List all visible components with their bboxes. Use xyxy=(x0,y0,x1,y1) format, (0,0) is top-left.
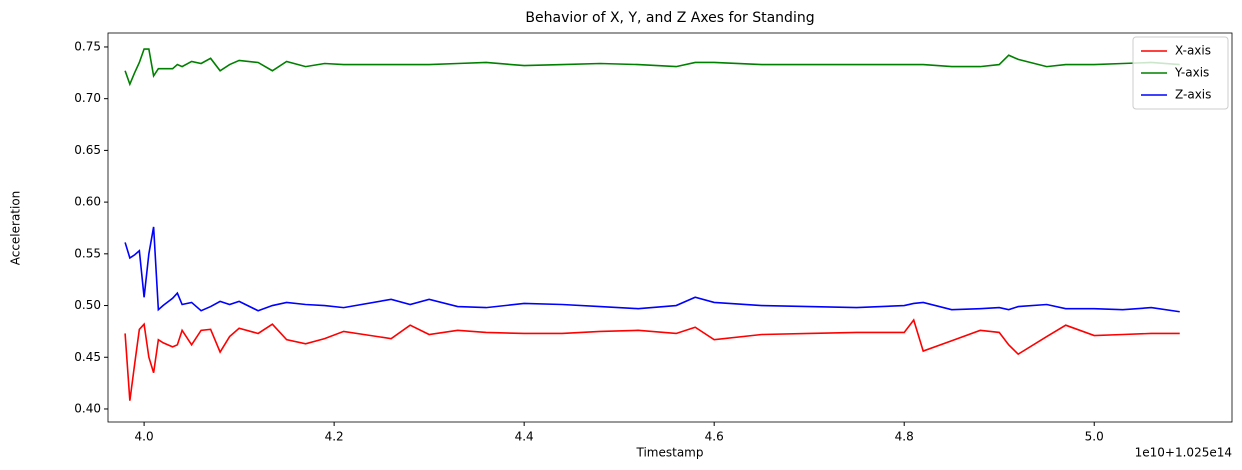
line-series xyxy=(124,318,1180,401)
legend-label: X-axis xyxy=(1175,44,1211,58)
x-axis-label: Timestamp xyxy=(636,446,704,460)
x-tick-label: 4.4 xyxy=(515,430,534,444)
y-tick-label: 0.50 xyxy=(74,298,101,312)
x-tick-label: 5.0 xyxy=(1085,430,1104,444)
x-tick-label: 4.0 xyxy=(135,430,154,444)
line-series xyxy=(124,226,1180,313)
x-tick-label: 4.2 xyxy=(325,430,344,444)
y-tick-label: 0.70 xyxy=(74,91,101,105)
y-tick-label: 0.60 xyxy=(74,195,101,209)
x-offset-label: 1e10+1.025e14 xyxy=(1135,446,1232,460)
chart-title: Behavior of X, Y, and Z Axes for Standin… xyxy=(525,10,814,26)
y-axis-label: Acceleration xyxy=(9,191,23,266)
legend-box xyxy=(1132,36,1229,110)
x-tick-label: 4.6 xyxy=(705,430,724,444)
line-series xyxy=(124,48,1180,87)
y-tick-label: 0.45 xyxy=(74,350,101,364)
y-tick-label: 0.40 xyxy=(74,401,101,415)
x-tick-label: 4.8 xyxy=(895,430,914,444)
legend-label: Z-axis xyxy=(1175,88,1211,102)
y-tick-label: 0.65 xyxy=(74,143,101,157)
legend-label: Y-axis xyxy=(1174,66,1209,80)
y-tick-label: 0.75 xyxy=(74,39,101,53)
y-tick-label: 0.55 xyxy=(74,246,101,260)
plot-frame xyxy=(107,32,1233,423)
